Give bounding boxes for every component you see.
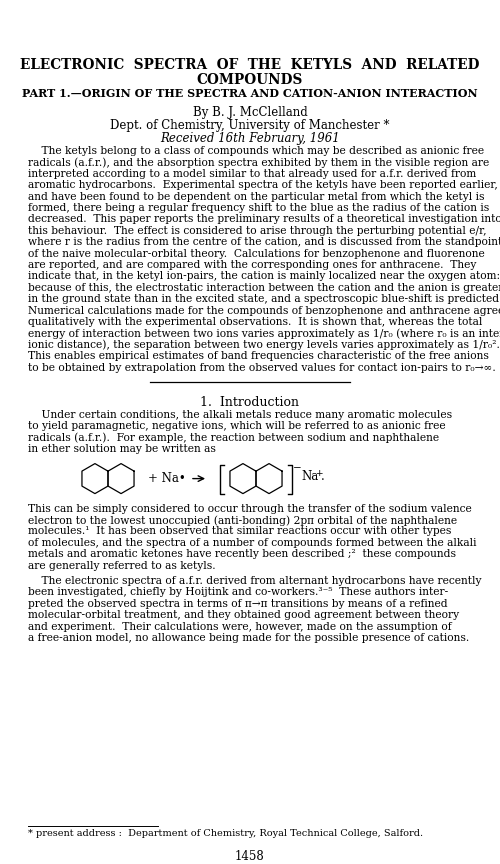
Text: By B. J. McClelland: By B. J. McClelland [192,106,308,119]
Text: Na: Na [301,470,318,483]
Text: +: + [315,469,322,478]
Text: COMPOUNDS: COMPOUNDS [197,73,303,87]
Text: aromatic hydrocarbons.  Experimental spectra of the ketyls have been reported ea: aromatic hydrocarbons. Experimental spec… [28,181,498,190]
Text: to yield paramagnetic, negative ions, which will be referred to as anionic free: to yield paramagnetic, negative ions, wh… [28,422,446,431]
Text: Under certain conditions, the alkali metals reduce many aromatic molecules: Under certain conditions, the alkali met… [28,410,452,420]
Text: are generally referred to as ketyls.: are generally referred to as ketyls. [28,561,216,570]
Text: because of this, the electrostatic interaction between the cation and the anion : because of this, the electrostatic inter… [28,283,500,293]
Text: a free-anion model, no allowance being made for the possible presence of cations: a free-anion model, no allowance being m… [28,633,469,643]
Text: Received 16th February, 1961: Received 16th February, 1961 [160,132,340,145]
Text: in the ground state than in the excited state, and a spectroscopic blue-shift is: in the ground state than in the excited … [28,295,500,304]
Text: molecular-orbital treatment, and they obtained good agreement between theory: molecular-orbital treatment, and they ob… [28,610,459,620]
Text: preted the observed spectra in terms of π→π transitions by means of a refined: preted the observed spectra in terms of … [28,599,448,609]
Text: ELECTRONIC  SPECTRA  OF  THE  KETYLS  AND  RELATED: ELECTRONIC SPECTRA OF THE KETYLS AND REL… [20,58,480,72]
Text: PART 1.—ORIGIN OF THE SPECTRA AND CATION-ANION INTERACTION: PART 1.—ORIGIN OF THE SPECTRA AND CATION… [22,88,478,99]
Text: Numerical calculations made for the compounds of benzophenone and anthracene agr: Numerical calculations made for the comp… [28,306,500,315]
Text: This enables empirical estimates of band frequencies characteristic of the free : This enables empirical estimates of band… [28,351,489,361]
Text: This can be simply considered to occur through the transfer of the sodium valenc: This can be simply considered to occur t… [28,504,472,513]
Text: 1.  Introduction: 1. Introduction [200,396,300,409]
Text: where r is the radius from the centre of the cation, and is discussed from the s: where r is the radius from the centre of… [28,238,500,247]
Text: of the naive molecular-orbital theory.  Calculations for benzophenone and fluore: of the naive molecular-orbital theory. C… [28,249,485,258]
Text: The electronic spectra of a.f.r. derived from alternant hydrocarbons have recent: The electronic spectra of a.f.r. derived… [28,576,481,586]
Text: energy of interaction between two ions varies approximately as 1/r₀ (where r₀ is: energy of interaction between two ions v… [28,328,500,339]
Text: qualitatively with the experimental observations.  It is shown that, whereas the: qualitatively with the experimental obse… [28,317,482,327]
Text: Dept. of Chemistry, University of Manchester *: Dept. of Chemistry, University of Manche… [110,119,390,132]
Text: in ether solution may be written as: in ether solution may be written as [28,444,216,454]
Text: and have been found to be dependent on the particular metal from which the ketyl: and have been found to be dependent on t… [28,192,484,201]
Text: + Na•: + Na• [148,472,186,485]
Text: radicals (a.f.r.), and the absorption spectra exhibited by them in the visible r: radicals (a.f.r.), and the absorption sp… [28,157,489,168]
Text: and experiment.  Their calculations were, however, made on the assumption of: and experiment. Their calculations were,… [28,621,452,632]
Text: decreased.  This paper reports the preliminary results of a theoretical investig: decreased. This paper reports the prelim… [28,214,500,225]
Text: ionic distance), the separation between two energy levels varies approximately a: ionic distance), the separation between … [28,340,500,351]
Text: molecules.¹  It has been observed that similar reactions occur with other types: molecules.¹ It has been observed that si… [28,526,452,537]
Text: this behaviour.  The effect is considered to arise through the perturbing potent: this behaviour. The effect is considered… [28,226,486,236]
Text: −: − [293,464,302,473]
Text: The ketyls belong to a class of compounds which may be described as anionic free: The ketyls belong to a class of compound… [28,146,484,156]
Text: electron to the lowest unoccupied (anti-bonding) 2pπ orbital of the naphthalene: electron to the lowest unoccupied (anti-… [28,515,457,525]
Text: radicals (a.f.r.).  For example, the reaction between sodium and naphthalene: radicals (a.f.r.). For example, the reac… [28,433,439,443]
Text: metals and aromatic ketones have recently been described ;²  these compounds: metals and aromatic ketones have recentl… [28,550,456,559]
Text: 1458: 1458 [235,850,265,863]
Text: formed, there being a regular frequency shift to the blue as the radius of the c: formed, there being a regular frequency … [28,203,489,213]
Text: been investigated, chiefly by Hoijtink and co-workers.³⁻⁵  These authors inter-: been investigated, chiefly by Hoijtink a… [28,588,448,597]
Text: to be obtained by extrapolation from the observed values for contact ion-pairs t: to be obtained by extrapolation from the… [28,363,496,372]
Text: indicate that, in the ketyl ion-pairs, the cation is mainly localized near the o: indicate that, in the ketyl ion-pairs, t… [28,271,500,282]
Text: are reported, and are compared with the corresponding ones for anthracene.  They: are reported, and are compared with the … [28,260,476,270]
Text: * present address :  Department of Chemistry, Royal Technical College, Salford.: * present address : Department of Chemis… [28,829,423,838]
Text: .: . [321,470,325,483]
Text: of molecules, and the spectra of a number of compounds formed between the alkali: of molecules, and the spectra of a numbe… [28,537,476,548]
Text: interpreted according to a model similar to that already used for a.f.r. derived: interpreted according to a model similar… [28,168,476,179]
